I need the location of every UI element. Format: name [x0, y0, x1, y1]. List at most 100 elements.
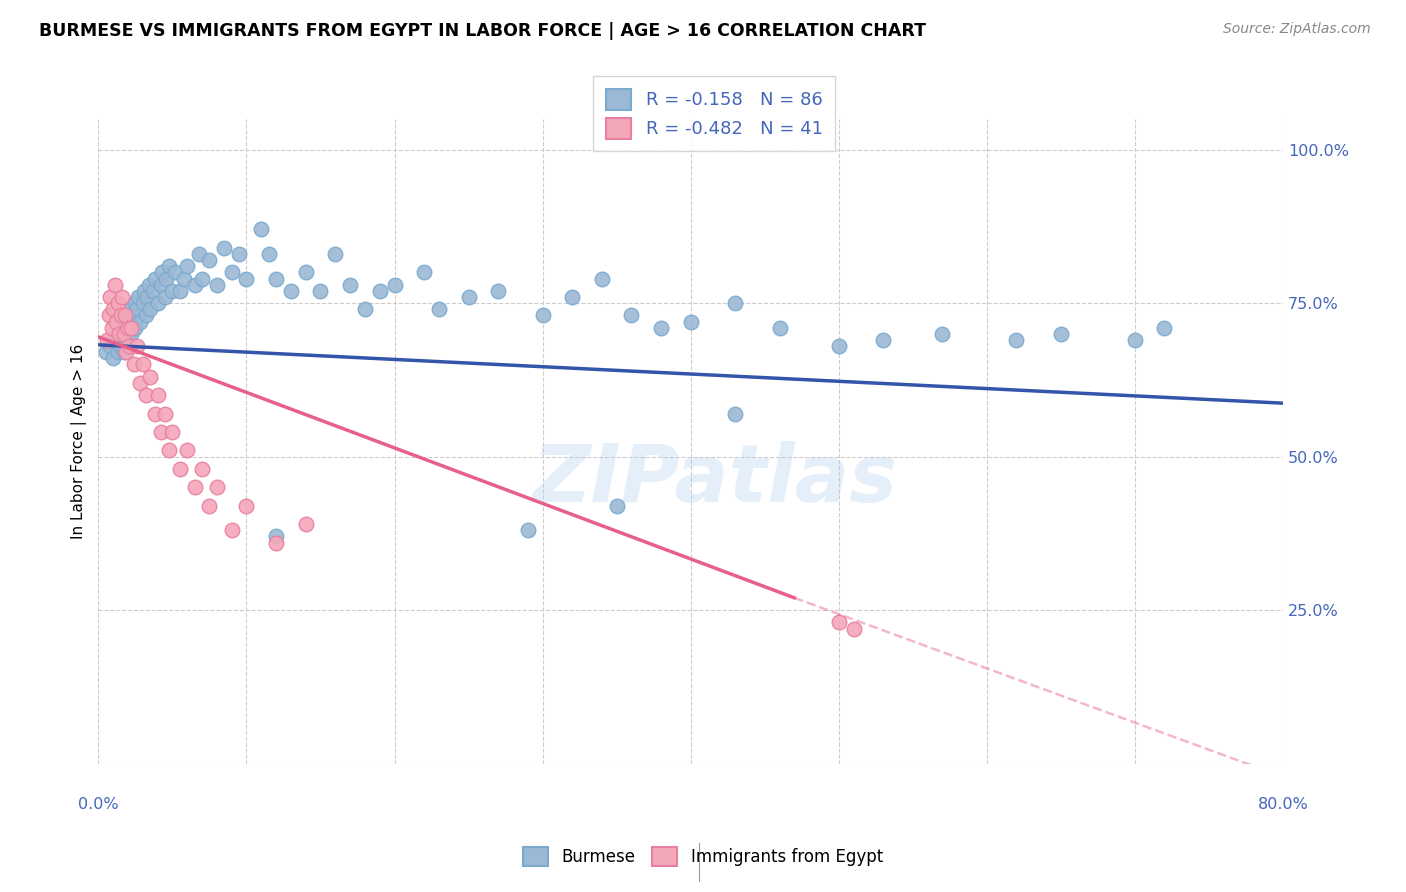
Point: [1153, 320, 1175, 334]
Point: [228, 247, 250, 261]
Point: [101, 302, 124, 317]
Point: [118, 314, 141, 328]
Point: [235, 271, 257, 285]
Point: [117, 309, 139, 323]
Point: [294, 265, 316, 279]
Point: [100, 320, 122, 334]
Point: [368, 284, 391, 298]
Point: [176, 259, 198, 273]
Point: [150, 265, 173, 279]
Point: [768, 320, 790, 334]
Point: [94, 345, 117, 359]
Point: [620, 309, 643, 323]
Point: [198, 253, 221, 268]
Point: [606, 499, 628, 513]
Point: [114, 333, 136, 347]
Point: [724, 296, 747, 310]
Point: [205, 480, 228, 494]
Point: [125, 302, 148, 317]
Point: [117, 320, 139, 334]
Point: [183, 480, 205, 494]
Point: [143, 407, 166, 421]
Point: [169, 462, 191, 476]
Point: [1050, 326, 1073, 341]
Point: [132, 296, 155, 310]
Point: [120, 302, 142, 317]
Point: [828, 615, 851, 630]
Point: [427, 302, 450, 317]
Point: [457, 290, 479, 304]
Point: [107, 345, 129, 359]
Point: [128, 314, 150, 328]
Point: [650, 320, 672, 334]
Point: [872, 333, 894, 347]
Point: [828, 339, 851, 353]
Text: 80.0%: 80.0%: [1257, 797, 1309, 813]
Point: [1123, 333, 1146, 347]
Point: [110, 320, 132, 334]
Legend: Burmese, Immigrants from Egypt: Burmese, Immigrants from Egypt: [516, 840, 890, 873]
Point: [173, 271, 195, 285]
Text: BURMESE VS IMMIGRANTS FROM EGYPT IN LABOR FORCE | AGE > 16 CORRELATION CHART: BURMESE VS IMMIGRANTS FROM EGYPT IN LABO…: [39, 22, 927, 40]
Point: [97, 309, 120, 323]
Point: [212, 241, 235, 255]
Point: [124, 296, 146, 310]
Point: [176, 443, 198, 458]
Point: [120, 320, 142, 334]
Point: [112, 326, 135, 341]
Point: [139, 369, 162, 384]
Point: [142, 284, 165, 298]
Point: [280, 284, 302, 298]
Point: [98, 339, 121, 353]
Point: [146, 388, 169, 402]
Text: 0.0%: 0.0%: [79, 797, 118, 813]
Text: Source: ZipAtlas.com: Source: ZipAtlas.com: [1223, 22, 1371, 37]
Point: [153, 407, 176, 421]
Point: [221, 523, 243, 537]
Point: [162, 425, 184, 439]
Point: [165, 265, 187, 279]
Point: [250, 222, 273, 236]
Point: [136, 290, 159, 304]
Point: [149, 425, 172, 439]
Point: [155, 271, 177, 285]
Point: [114, 309, 136, 323]
Point: [98, 290, 121, 304]
Point: [169, 284, 191, 298]
Point: [125, 339, 148, 353]
Point: [159, 443, 181, 458]
Point: [486, 284, 509, 298]
Point: [339, 277, 361, 292]
Text: ZIPatlas: ZIPatlas: [531, 441, 897, 519]
Point: [134, 284, 156, 298]
Point: [112, 345, 135, 359]
Point: [309, 284, 332, 298]
Point: [516, 523, 538, 537]
Point: [128, 376, 150, 390]
Y-axis label: In Labor Force | Age > 16: In Labor Force | Age > 16: [72, 343, 87, 539]
Point: [1005, 333, 1028, 347]
Point: [191, 462, 214, 476]
Point: [121, 309, 143, 323]
Point: [104, 277, 127, 292]
Point: [183, 277, 205, 292]
Point: [111, 290, 134, 304]
Point: [115, 345, 138, 359]
Point: [191, 271, 214, 285]
Point: [561, 290, 583, 304]
Point: [264, 535, 287, 549]
Point: [114, 314, 136, 328]
Point: [264, 271, 287, 285]
Point: [384, 277, 406, 292]
Point: [101, 351, 124, 366]
Point: [221, 265, 243, 279]
Point: [235, 499, 257, 513]
Point: [111, 326, 134, 341]
Point: [354, 302, 377, 317]
Point: [679, 314, 702, 328]
Point: [531, 309, 554, 323]
Point: [110, 309, 132, 323]
Point: [101, 333, 124, 347]
Point: [159, 259, 181, 273]
Point: [143, 271, 166, 285]
